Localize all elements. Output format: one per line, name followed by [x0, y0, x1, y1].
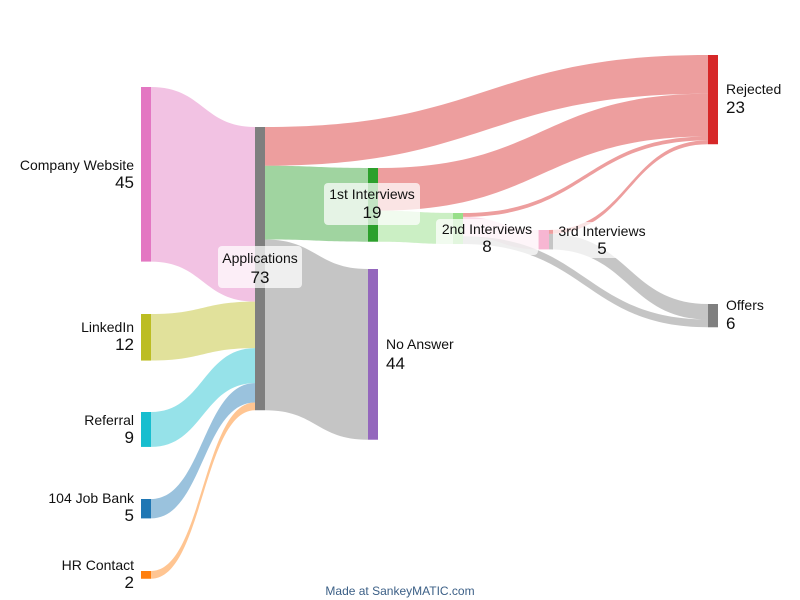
node-rejected[interactable]	[708, 55, 718, 145]
footer-credit[interactable]: Made at SankeyMATIC.com	[325, 584, 475, 598]
node-linkedin[interactable]	[141, 314, 151, 361]
node-name-rejected: Rejected	[726, 81, 781, 97]
node-name-first: 1st Interviews	[329, 186, 415, 202]
node-value-linkedin: 12	[115, 335, 134, 354]
node-offers[interactable]	[708, 304, 718, 328]
node-value-hr: 2	[125, 573, 134, 592]
node-name-linkedin: LinkedIn	[81, 319, 134, 335]
node-value-rejected: 23	[726, 98, 745, 117]
link-second-to-rejected[interactable]	[463, 136, 708, 217]
link-hr-to-applications[interactable]	[151, 402, 255, 579]
link-applications-to-rejected[interactable]	[265, 55, 708, 166]
node-value-applications: 73	[251, 268, 270, 287]
label-background-second	[436, 219, 538, 255]
node-name-referral: Referral	[84, 412, 134, 428]
link-third-to-rejected[interactable]	[549, 140, 708, 234]
link-second-to-offers[interactable]	[463, 236, 708, 328]
link-jobbank-to-applications[interactable]	[151, 383, 255, 519]
node-value-offers: 6	[726, 314, 735, 333]
node-name-offers: Offers	[726, 297, 764, 313]
node-jobbank[interactable]	[141, 499, 151, 519]
node-value-referral: 9	[125, 428, 134, 447]
node-name-second: 2nd Interviews	[442, 221, 532, 237]
link-first-to-rejected[interactable]	[378, 93, 708, 211]
label-background-third	[553, 222, 651, 258]
node-value-jobbank: 5	[125, 506, 134, 525]
link-applications-to-noanswer[interactable]	[265, 239, 368, 440]
node-company[interactable]	[141, 87, 151, 262]
link-referral-to-applications[interactable]	[151, 348, 255, 447]
node-name-hr: HR Contact	[62, 557, 134, 573]
node-name-jobbank: 104 Job Bank	[48, 490, 135, 506]
link-linkedin-to-applications[interactable]	[151, 301, 255, 361]
node-value-third: 5	[597, 239, 606, 258]
node-third[interactable]	[539, 230, 549, 250]
label-background-applications	[218, 246, 302, 288]
node-hr[interactable]	[141, 571, 151, 579]
node-noanswer[interactable]	[368, 269, 378, 440]
node-name-noanswer: No Answer	[386, 336, 454, 352]
node-referral[interactable]	[141, 412, 151, 447]
node-name-company: Company Website	[20, 157, 134, 173]
node-name-third: 3rd Interviews	[558, 223, 645, 239]
node-value-noanswer: 44	[386, 354, 405, 373]
node-value-first: 19	[363, 203, 382, 222]
node-value-second: 8	[482, 237, 491, 256]
node-name-applications: Applications	[222, 250, 298, 266]
label-background-first	[324, 183, 420, 225]
node-value-company: 45	[115, 173, 134, 192]
flow-links	[151, 55, 708, 579]
